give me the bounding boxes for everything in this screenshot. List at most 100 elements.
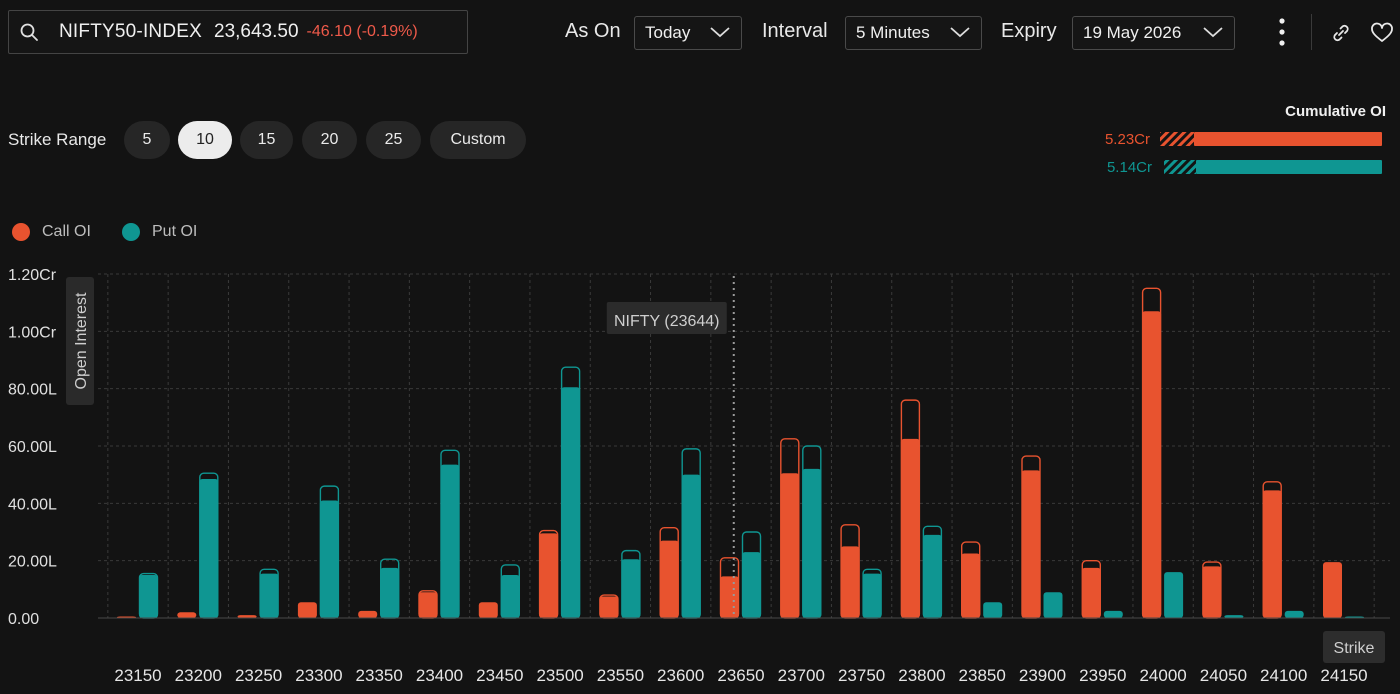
call-oi-bar — [297, 602, 317, 618]
put-oi-bar — [922, 534, 942, 618]
call-oi-bar — [1142, 311, 1162, 618]
put-oi-bar — [983, 602, 1003, 618]
put-oi-bar — [199, 478, 219, 618]
put-oi-bar — [139, 575, 158, 618]
call-oi-bar — [1323, 562, 1342, 618]
chevron-down-icon — [710, 27, 730, 38]
call-oi-bar — [1202, 566, 1222, 618]
x-tick-label: 23400 — [416, 666, 463, 685]
strike-range-5[interactable]: 5 — [124, 121, 170, 159]
call-oi-bar — [900, 438, 920, 618]
search-icon — [20, 23, 38, 41]
legend-put-oi[interactable]: Put OI — [122, 223, 197, 241]
x-tick-label: 23850 — [959, 666, 1006, 685]
x-tick-label: 24150 — [1320, 666, 1367, 685]
call-oi-bar — [720, 576, 739, 618]
call-oi-bar — [478, 602, 498, 618]
expiry-value: 19 May 2026 — [1083, 23, 1182, 42]
expiry-dropdown[interactable]: 19 May 2026 — [1072, 16, 1235, 50]
call-oi-bar — [358, 610, 378, 618]
put-oi-bar — [1164, 572, 1184, 618]
x-tick-label: 23950 — [1079, 666, 1126, 685]
as-on-dropdown[interactable]: Today — [634, 16, 742, 50]
y-tick-label: 0.00 — [8, 611, 39, 628]
y-axis-label: Open Interest — [73, 292, 90, 390]
x-axis-label: Strike — [1334, 640, 1375, 657]
strike-range-custom[interactable]: Custom — [430, 121, 526, 159]
symbol-change: -46.10 (-0.19%) — [306, 23, 418, 40]
put-oi-dot — [122, 223, 140, 241]
put-oi-bar — [621, 559, 641, 618]
put-oi-bar — [681, 474, 701, 618]
chevron-down-icon — [950, 27, 970, 38]
more-options-icon[interactable] — [1272, 16, 1292, 48]
x-tick-label: 23650 — [717, 666, 764, 685]
y-tick-label: 60.00L — [8, 439, 57, 456]
symbol-name: NIFTY50-INDEX — [59, 21, 203, 42]
toolbar-divider — [1311, 14, 1312, 50]
put-oi-bar — [1103, 610, 1123, 618]
call-oi-dot — [12, 223, 30, 241]
strike-range-25[interactable]: 25 — [366, 121, 421, 159]
heart-icon[interactable] — [1370, 22, 1394, 44]
symbol-search-box[interactable]: NIFTY50-INDEX 23,643.50 -46.10 (-0.19%) — [8, 10, 468, 54]
strike-range-20[interactable]: 20 — [302, 121, 357, 159]
legend-put-label: Put OI — [152, 223, 198, 240]
x-tick-label: 23600 — [657, 666, 704, 685]
cumulative-oi-title: Cumulative OI — [1285, 103, 1386, 120]
call-oi-bar — [1081, 567, 1101, 618]
put-oi-bar — [500, 575, 520, 618]
call-oi-bar — [177, 612, 197, 618]
put-oi-bar — [802, 468, 822, 618]
put-oi-bar — [742, 552, 761, 618]
y-tick-label: 20.00L — [8, 554, 57, 571]
y-axis-label-bg — [66, 277, 94, 405]
put-oi-bar — [862, 573, 882, 618]
call-oi-bar — [1262, 490, 1282, 618]
x-tick-label: 23300 — [295, 666, 342, 685]
spot-marker-label: NIFTY (23644) — [614, 313, 720, 330]
interval-label: Interval — [762, 20, 828, 42]
interval-dropdown[interactable]: 5 Minutes — [845, 16, 982, 50]
chevron-down-icon — [1203, 27, 1223, 38]
strike-range-10[interactable]: 10 — [178, 121, 232, 159]
expiry-label: Expiry — [1001, 20, 1057, 42]
call-oi-bar — [539, 533, 559, 618]
put-oi-bar — [1284, 610, 1304, 618]
x-axis-label-bg — [1323, 631, 1385, 663]
cumulative-call-oi-value: 5.23Cr — [1104, 131, 1150, 148]
call-oi-bar — [961, 553, 981, 618]
x-tick-label: 23900 — [1019, 666, 1066, 685]
cumulative-call-oi-bar — [1160, 132, 1382, 146]
x-tick-label: 23350 — [356, 666, 403, 685]
call-oi-bar — [659, 540, 679, 618]
put-oi-bar — [319, 500, 339, 618]
call-oi-bar — [780, 473, 800, 618]
call-oi-bar — [418, 592, 438, 618]
x-tick-label: 23450 — [476, 666, 523, 685]
x-tick-label: 23200 — [175, 666, 222, 685]
put-oi-bar — [380, 567, 400, 618]
put-oi-bar — [440, 464, 460, 618]
x-tick-label: 23150 — [114, 666, 161, 685]
x-tick-label: 23250 — [235, 666, 282, 685]
x-tick-label: 24000 — [1139, 666, 1186, 685]
call-oi-bar — [599, 596, 619, 618]
put-oi-bar — [259, 573, 279, 618]
spot-marker-label-bg — [606, 302, 727, 334]
link-icon[interactable] — [1330, 22, 1352, 44]
symbol-price: 23,643.50 — [214, 21, 299, 42]
cumulative-put-oi-value: 5.14Cr — [1106, 159, 1152, 176]
y-tick-label: 40.00L — [8, 496, 57, 513]
x-tick-label: 24100 — [1260, 666, 1307, 685]
put-oi-bar — [1043, 592, 1063, 618]
as-on-label: As On — [565, 20, 621, 42]
x-tick-label: 24050 — [1200, 666, 1247, 685]
interval-value: 5 Minutes — [856, 23, 930, 42]
legend-call-oi[interactable]: Call OI — [12, 223, 91, 241]
x-tick-label: 23550 — [597, 666, 644, 685]
strike-range-15[interactable]: 15 — [240, 121, 293, 159]
call-oi-bar — [1021, 470, 1041, 618]
legend-call-label: Call OI — [42, 223, 91, 240]
open-interest-chart: 0.00 20.00L 40.00L 60.00L 80.00L 1.00Cr 1.20Cr… — [8, 267, 1390, 685]
